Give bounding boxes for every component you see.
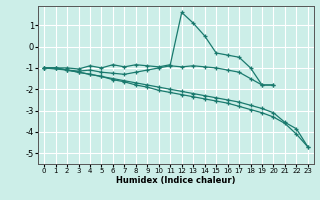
X-axis label: Humidex (Indice chaleur): Humidex (Indice chaleur) — [116, 176, 236, 185]
